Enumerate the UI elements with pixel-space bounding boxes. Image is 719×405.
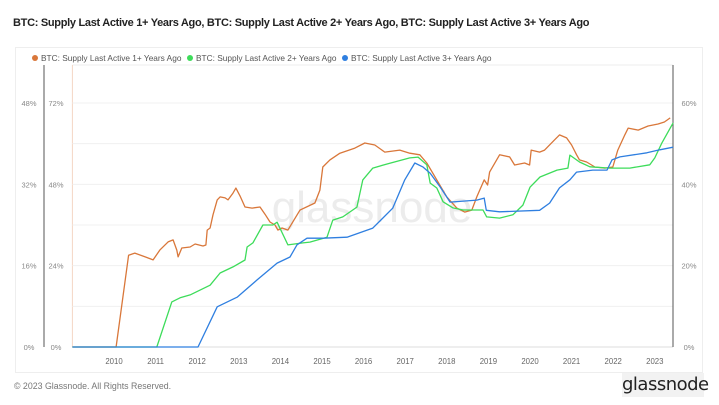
y-tick-label-left_outer: 0% xyxy=(24,343,35,352)
y-tick-label-right: 60% xyxy=(681,99,696,108)
y-tick-label-left_outer: 16% xyxy=(21,262,36,271)
y-tick-label-left_inner: 72% xyxy=(48,99,63,108)
y-tick-label-right: 20% xyxy=(681,262,696,271)
legend-item-3y[interactable]: BTC: Supply Last Active 3+ Years Ago xyxy=(342,53,491,63)
legend: BTC: Supply Last Active 1+ Years Ago BTC… xyxy=(32,53,592,65)
x-tick-label: 2020 xyxy=(521,357,539,366)
x-tick-label: 2018 xyxy=(438,357,455,366)
legend-item-2y[interactable]: BTC: Supply Last Active 2+ Years Ago xyxy=(187,53,336,63)
legend-marker-2y xyxy=(187,55,193,61)
y-tick-label-left_outer: 32% xyxy=(21,180,36,189)
legend-marker-1y xyxy=(32,55,38,61)
legend-label-1y: BTC: Supply Last Active 1+ Years Ago xyxy=(41,53,182,63)
series-line-2y xyxy=(72,122,674,348)
series-line-1y xyxy=(72,117,671,348)
x-tick-label: 2010 xyxy=(105,357,123,366)
y-tick-label-left_inner: 24% xyxy=(48,262,63,271)
x-tick-label: 2015 xyxy=(313,357,331,366)
x-tick-label: 2011 xyxy=(147,357,164,366)
x-tick-label: 2022 xyxy=(605,357,622,366)
x-tick-label: 2017 xyxy=(397,357,414,366)
copyright-footer: © 2023 Glassnode. All Rights Reserved. xyxy=(14,381,172,391)
legend-label-3y: BTC: Supply Last Active 3+ Years Ago xyxy=(351,53,492,63)
y-tick-label-left_outer: 48% xyxy=(21,99,36,108)
x-tick-label: 2021 xyxy=(563,357,580,366)
chart-card xyxy=(15,47,703,373)
x-tick-label: 2012 xyxy=(189,357,206,366)
x-tick-label: 2014 xyxy=(272,357,290,366)
y-tick-label-left_inner: 0% xyxy=(51,343,62,352)
glassnode-logo: glassnode xyxy=(622,373,709,397)
y-tick-label-right: 0% xyxy=(684,343,695,352)
series-line-3y xyxy=(72,146,674,348)
legend-marker-3y xyxy=(342,55,348,61)
legend-label-2y: BTC: Supply Last Active 2+ Years Ago xyxy=(196,53,337,63)
x-tick-label: 2016 xyxy=(355,357,372,366)
y-tick-label-right: 40% xyxy=(681,180,696,189)
x-tick-label: 2019 xyxy=(480,357,497,366)
x-tick-label: 2023 xyxy=(646,357,663,366)
x-tick-label: 2013 xyxy=(230,357,247,366)
legend-item-1y[interactable]: BTC: Supply Last Active 1+ Years Ago xyxy=(32,53,181,63)
y-tick-label-left_inner: 48% xyxy=(48,180,63,189)
chart-title: BTC: Supply Last Active 1+ Years Ago, BT… xyxy=(13,17,590,29)
